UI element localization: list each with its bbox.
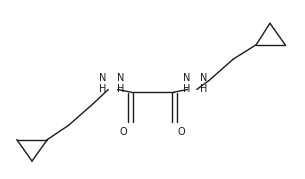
Text: O: O	[120, 127, 127, 137]
Text: N
H: N H	[183, 73, 191, 94]
Text: N
H: N H	[99, 73, 107, 94]
Text: N
H: N H	[200, 73, 207, 94]
Text: N
H: N H	[117, 73, 124, 94]
Text: O: O	[178, 127, 185, 137]
